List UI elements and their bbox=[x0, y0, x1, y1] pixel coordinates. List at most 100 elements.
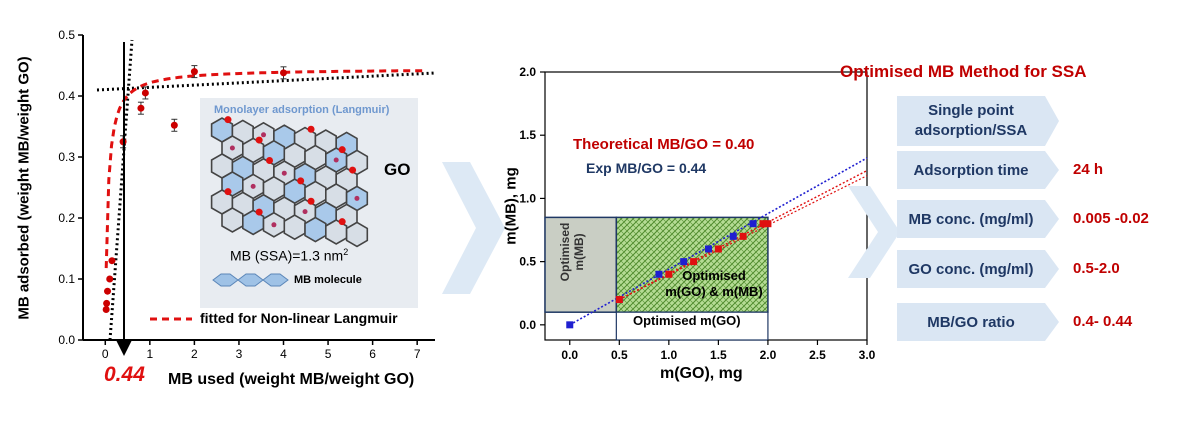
panel-row-label-line: Adsorption time bbox=[913, 162, 1029, 179]
panel-row-label-line-2: adsorption/SSA bbox=[914, 122, 1028, 139]
exp-data-point bbox=[680, 258, 688, 266]
langmuir-data-point bbox=[170, 121, 178, 129]
left-y-tick-label: 0.4 bbox=[58, 89, 75, 103]
method-panel bbox=[897, 96, 1059, 341]
langmuir-data-point bbox=[104, 287, 112, 295]
mass-chart: 0.0 0.5 1.0 1.5 2.0 2.5 3.0 0.0 0.5 1.0 1.5 2.0 bbox=[519, 65, 875, 362]
panel-row-label: MB conc. (mg/ml) bbox=[897, 210, 1045, 230]
panel-row-value: 0.005 -0.02 bbox=[1073, 210, 1149, 227]
mid-x-tick-label: 0.0 bbox=[561, 348, 578, 362]
mid-y-tick-label: 0.0 bbox=[519, 318, 536, 332]
mb-molecule-icon bbox=[212, 273, 289, 287]
theoretical-data-point bbox=[665, 270, 673, 278]
langmuir-data-point bbox=[103, 299, 111, 307]
go-label: GO bbox=[384, 160, 411, 179]
optimised-mmb-label: Optimised m(MB) bbox=[558, 223, 586, 282]
langmuir-fit-curve bbox=[104, 69, 427, 269]
optimised-mgo-region bbox=[615, 311, 769, 341]
mid-x-tick-label: 2.0 bbox=[760, 348, 777, 362]
left-x-tick-label: 6 bbox=[369, 347, 376, 361]
optimised-both-label: Optimised m(GO) & m(MB) bbox=[654, 268, 774, 300]
left-y-tick-label: 0.5 bbox=[58, 28, 75, 42]
exp-data-point bbox=[704, 245, 712, 253]
langmuir-chart: 0 1 2 3 4 5 6 7 0.0 0.1 0.2 0.3 0.4 0.5 bbox=[58, 28, 436, 361]
mid-ylabel: m(MB), mg bbox=[502, 167, 520, 245]
panel-row-label-line: MB conc. (mg/ml) bbox=[908, 211, 1034, 228]
threshold-arrow-head-icon bbox=[116, 340, 132, 356]
langmuir-data-point bbox=[106, 275, 114, 283]
left-x-tick-label: 4 bbox=[280, 347, 287, 361]
left-y-tick-label: 0.3 bbox=[58, 150, 75, 164]
langmuir-data-point bbox=[108, 257, 116, 265]
exp-data-point bbox=[566, 321, 574, 329]
exp-data-point bbox=[655, 270, 663, 278]
inset-title: Monolayer adsorption (Langmuir) bbox=[214, 104, 390, 116]
theoretical-data-point bbox=[764, 220, 772, 228]
left-xlabel: MB used (weight MB/weight GO) bbox=[168, 371, 415, 388]
plateau-guide-line bbox=[96, 71, 436, 92]
chevron-right-icon-2 bbox=[848, 186, 900, 278]
mid-x-tick-label: 2.5 bbox=[809, 348, 826, 362]
left-y-tick-label: 0.1 bbox=[58, 272, 75, 286]
langmuir-data-point bbox=[137, 104, 145, 112]
theoretical-data-point bbox=[714, 245, 722, 253]
mid-x-tick-label: 1.5 bbox=[710, 348, 727, 362]
left-x-tick-label: 2 bbox=[191, 347, 198, 361]
exp-data-point bbox=[729, 232, 737, 240]
chevron-right-icon bbox=[442, 162, 505, 294]
panel-row-label: Single point adsorption/SSA bbox=[897, 101, 1045, 141]
mid-xlabel: m(GO), mg bbox=[660, 365, 743, 382]
langmuir-data-point bbox=[141, 89, 149, 97]
optimised-both-label-2: m(GO) & m(MB) bbox=[665, 284, 763, 299]
panel-row-box bbox=[897, 303, 1059, 341]
theoretical-data-point bbox=[759, 220, 767, 228]
theoretical-data-point bbox=[739, 232, 747, 240]
optimised-mgo-label: Optimised m(GO) bbox=[633, 313, 741, 328]
inset-illustration bbox=[200, 98, 418, 308]
panel-row-box bbox=[897, 250, 1059, 288]
panel-row-box bbox=[897, 151, 1059, 189]
mid-y-tick-label: 1.5 bbox=[519, 128, 536, 142]
exp-ratio-label: Exp MB/GO = 0.44 bbox=[586, 160, 707, 176]
left-ylabel: MB adsorbed (weight MB/weight GO) bbox=[15, 56, 33, 320]
panel-row-label-line: GO conc. (mg/ml) bbox=[908, 261, 1034, 278]
left-x-tick-label: 3 bbox=[236, 347, 243, 361]
panel-title: Optimised MB Method for SSA bbox=[840, 62, 1087, 81]
panel-row-label: Adsorption time bbox=[897, 161, 1045, 181]
left-x-tick-label: 1 bbox=[146, 347, 153, 361]
initial-slope-guide-line bbox=[108, 39, 134, 341]
panel-row-label-line: MB/GO ratio bbox=[927, 314, 1015, 331]
threshold-value: 0.44 bbox=[104, 363, 145, 386]
panel-row-label-line: Single point bbox=[928, 102, 1014, 119]
mid-x-tick-label: 1.0 bbox=[661, 348, 678, 362]
left-x-tick-label: 5 bbox=[325, 347, 332, 361]
theoretical-ratio-label: Theoretical MB/GO = 0.40 bbox=[573, 136, 755, 153]
exp-data-point bbox=[749, 220, 757, 228]
mid-y-tick-label: 1.0 bbox=[519, 191, 536, 205]
theoretical-data-point bbox=[615, 296, 623, 304]
ssa-label-text: MB (SSA)=1.3 nm bbox=[230, 247, 344, 264]
panel-row-box bbox=[897, 96, 1059, 146]
panel-row-value: 0.5-2.0 bbox=[1073, 260, 1120, 277]
panel-row-label: GO conc. (mg/ml) bbox=[897, 260, 1045, 280]
langmuir-data-point bbox=[190, 68, 198, 76]
theoretical-data-point bbox=[690, 258, 698, 266]
optimised-mmb-region bbox=[544, 216, 618, 313]
optimised-both-label-1: Optimised bbox=[682, 268, 746, 283]
optimised-mmb-label-2: m(MB) bbox=[572, 233, 586, 271]
mid-y-tick-label: 2.0 bbox=[519, 65, 536, 79]
left-x-tick-label: 0 bbox=[102, 347, 109, 361]
panel-row-label: MB/GO ratio bbox=[897, 313, 1045, 333]
left-x-tick-label: 7 bbox=[414, 347, 421, 361]
panel-row-value: 24 h bbox=[1073, 161, 1104, 178]
left-y-tick-label: 0.0 bbox=[58, 333, 75, 347]
left-y-tick-label: 0.2 bbox=[58, 211, 75, 225]
panel-row-box bbox=[897, 200, 1059, 238]
fit-legend-label: fitted for Non-linear Langmuir bbox=[200, 310, 398, 326]
mid-x-tick-label: 0.5 bbox=[611, 348, 628, 362]
ssa-label-sup: 2 bbox=[343, 247, 349, 257]
panel-row-value: 0.4- 0.44 bbox=[1073, 313, 1133, 330]
theoretical-fit-line bbox=[618, 169, 868, 301]
mid-x-tick-label: 3.0 bbox=[859, 348, 876, 362]
